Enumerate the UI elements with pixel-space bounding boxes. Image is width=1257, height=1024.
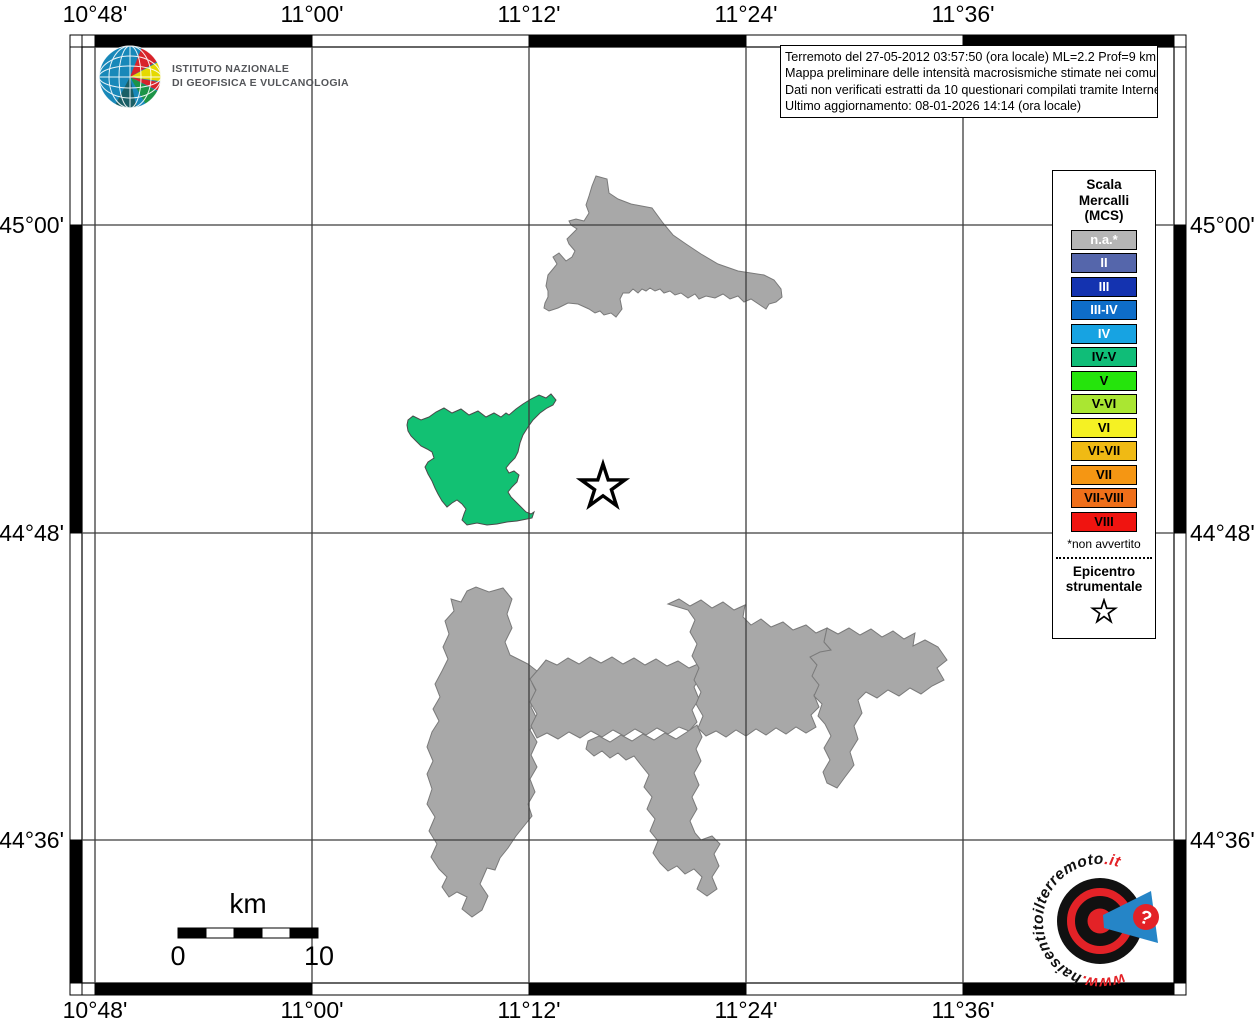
info-line-map: Mappa preliminare delle intensità macros… — [785, 66, 1158, 81]
legend-item-vii-viii: VII-VIII — [1071, 488, 1137, 508]
axis-label-bottom-4: 11°24' — [714, 997, 778, 1023]
legend-title: Scala Mercalli (MCS) — [1058, 177, 1150, 224]
municipality-mid-north — [529, 656, 702, 740]
legend-item-v: V — [1071, 370, 1137, 391]
epicenter-star-icon — [575, 458, 631, 511]
legend-item-vii: VII — [1071, 464, 1137, 485]
haisentitoilterremoto-logo: ? www.haisentitoilterremoto.it — [1030, 851, 1159, 992]
axis-label-right-2: 44°48' — [1190, 520, 1255, 546]
legend-epicenter-line2: strumentale — [1065, 579, 1143, 594]
legend-separator — [1056, 556, 1152, 559]
axis-label-right-3: 44°36' — [1190, 827, 1255, 853]
municipality-south-central — [585, 724, 721, 897]
municipality-southwest — [426, 586, 539, 918]
axis-label-bottom-2: 11°00' — [280, 997, 344, 1023]
axis-label-bottom-5: 11°36' — [931, 997, 995, 1023]
axis-label-top-4: 11°24' — [714, 1, 778, 27]
legend-item-viii: VIII — [1071, 511, 1137, 532]
ingv-name-line2: DI GEOFISICA E VULCANOLOGIA — [172, 76, 349, 89]
legend-star-icon — [1089, 596, 1119, 624]
watermark-www: www. — [1079, 970, 1128, 992]
graticule — [82, 47, 1174, 983]
municipality-northeast — [666, 598, 832, 738]
earthquake-info-box: Terremoto del 27-05-2012 03:57:50 (ora l… — [780, 45, 1158, 119]
municipality-felt-green — [406, 393, 557, 526]
question-badge-icon — [1133, 904, 1159, 930]
map-frame — [69, 34, 1187, 996]
megaphone-cone-icon — [1103, 891, 1158, 943]
legend-item-ii: II — [1071, 253, 1137, 273]
scale-bar-end: 10 — [303, 941, 335, 971]
legend-item-vi: VI — [1071, 417, 1137, 438]
info-line-updated: Ultimo aggiornamento: 08-01-2026 14:14 (… — [785, 98, 1082, 113]
axis-label-bottom-3: 11°12' — [497, 997, 561, 1023]
axis-label-bottom-1: 10°48' — [62, 997, 128, 1023]
legend-item-vi-vii: VI-VII — [1071, 441, 1137, 461]
ingv-wordmark: ISTITUTO NAZIONALE DI GEOFISICA E VULCAN… — [172, 63, 349, 90]
axis-label-right-1: 45°00' — [1190, 212, 1255, 238]
axis-label-left-1: 45°00' — [0, 212, 64, 238]
axis-label-left-2: 44°48' — [0, 520, 64, 546]
scale-bar — [177, 927, 319, 939]
axis-label-top-2: 11°00' — [280, 1, 344, 27]
legend-footnote: *non avvertito — [1067, 536, 1141, 551]
ingv-name-line1: ISTITUTO NAZIONALE — [172, 63, 290, 75]
legend-item-iv: IV — [1071, 323, 1137, 344]
legend-title-line2: Mercalli — [1078, 192, 1130, 208]
municipality-north — [543, 175, 783, 318]
legend-item-iii-iv: III-IV — [1071, 300, 1137, 320]
legend-title-line3: (MCS) — [1084, 208, 1124, 223]
info-line-data: Dati non verificati estratti da 10 quest… — [785, 82, 1158, 97]
legend-title-line1: Scala — [1086, 177, 1122, 192]
scale-bar-start: 0 — [170, 941, 186, 971]
municipality-polygons — [426, 175, 948, 918]
legend-item-iii: III — [1071, 276, 1137, 297]
ingv-globe-icon — [98, 45, 162, 109]
legend-item-iv-v: IV-V — [1071, 347, 1137, 367]
axis-label-top-1: 10°48' — [62, 1, 128, 27]
legend-epicenter-label: Epicentro strumentale — [1058, 564, 1150, 595]
municipality-east — [809, 627, 948, 789]
legend-item-na: n.a.* — [1071, 229, 1137, 250]
axis-label-top-3: 11°12' — [497, 1, 561, 27]
info-line-event: Terremoto del 27-05-2012 03:57:50 (ora l… — [785, 50, 1157, 64]
legend-epicenter-line1: Epicentro — [1072, 563, 1136, 579]
legend-item-v-vi: V-VI — [1071, 394, 1137, 414]
scale-bar-unit: km — [229, 888, 267, 919]
axis-label-left-3: 44°36' — [0, 827, 64, 853]
legend-box: Scala Mercalli (MCS) n.a.* II III III-IV… — [1052, 170, 1156, 639]
axis-label-top-5: 11°36' — [931, 1, 995, 27]
watermark-suffix: .it — [1103, 851, 1122, 871]
